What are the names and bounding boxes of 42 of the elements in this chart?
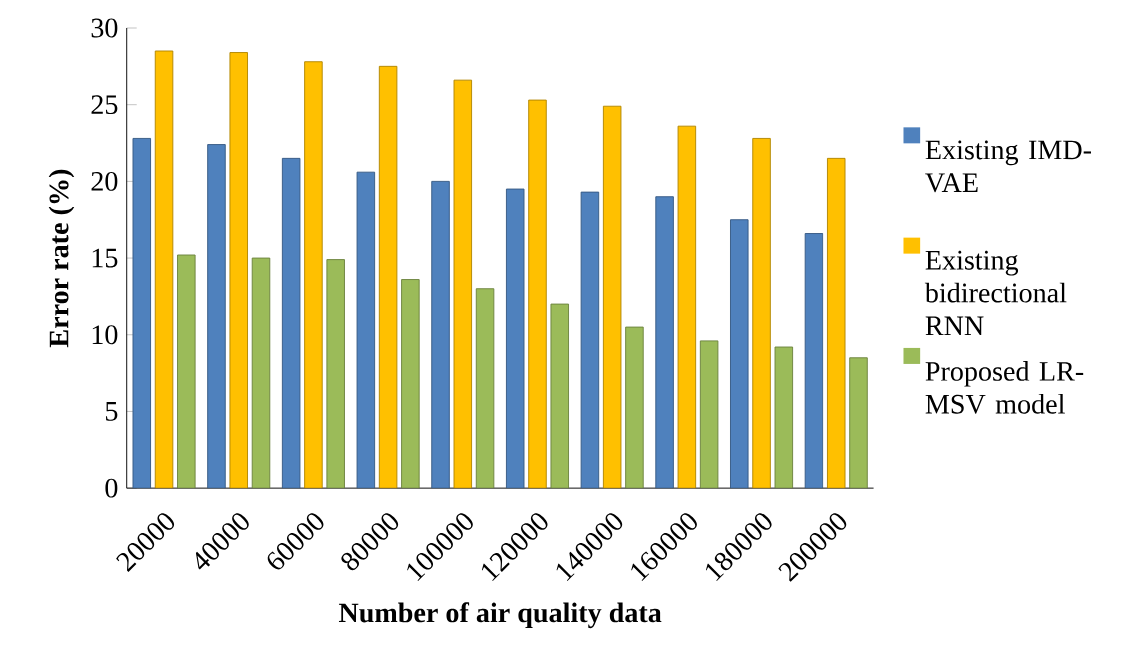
y-tick-label: 5 — [105, 402, 118, 421]
y-tick-label: 20 — [91, 171, 118, 191]
bar — [730, 219, 749, 489]
bar — [207, 144, 226, 489]
legend-label: Proposed LR-MSV model — [925, 360, 1084, 414]
y-tick-label: 25 — [91, 95, 118, 115]
bar — [849, 357, 868, 489]
bar — [826, 157, 846, 489]
legend-label: Existing bidirectional RNN — [924, 250, 1067, 335]
bar — [677, 125, 697, 489]
bar — [602, 105, 622, 489]
bar — [475, 288, 495, 489]
bar — [580, 191, 600, 489]
bar — [177, 254, 196, 489]
bar — [453, 79, 473, 489]
bar — [699, 340, 719, 489]
y-tick-label: 0 — [105, 478, 118, 498]
x-axis-title: Number of air quality data — [338, 602, 662, 629]
bar — [774, 346, 794, 489]
bar — [378, 65, 398, 489]
bar — [304, 61, 323, 489]
y-tick-label: 30 — [91, 18, 118, 38]
bar — [326, 259, 345, 489]
bar — [431, 180, 450, 489]
y-tick-label: 10 — [92, 325, 118, 345]
bar — [401, 278, 420, 489]
bar — [229, 51, 248, 489]
bar — [251, 257, 271, 489]
bar — [154, 50, 174, 489]
y-tick-label: 15 — [92, 248, 118, 268]
bar — [356, 171, 376, 489]
legend-label: Existing IMD-VAE — [925, 140, 1091, 193]
bar — [528, 99, 547, 489]
bar — [281, 157, 301, 489]
bar — [655, 196, 674, 489]
bar — [132, 137, 152, 489]
bar — [752, 137, 771, 489]
bar — [550, 303, 570, 489]
bar — [625, 326, 644, 489]
y-axis-title: Error rate (%) — [48, 169, 75, 348]
bar — [804, 232, 824, 489]
bar — [505, 188, 525, 489]
